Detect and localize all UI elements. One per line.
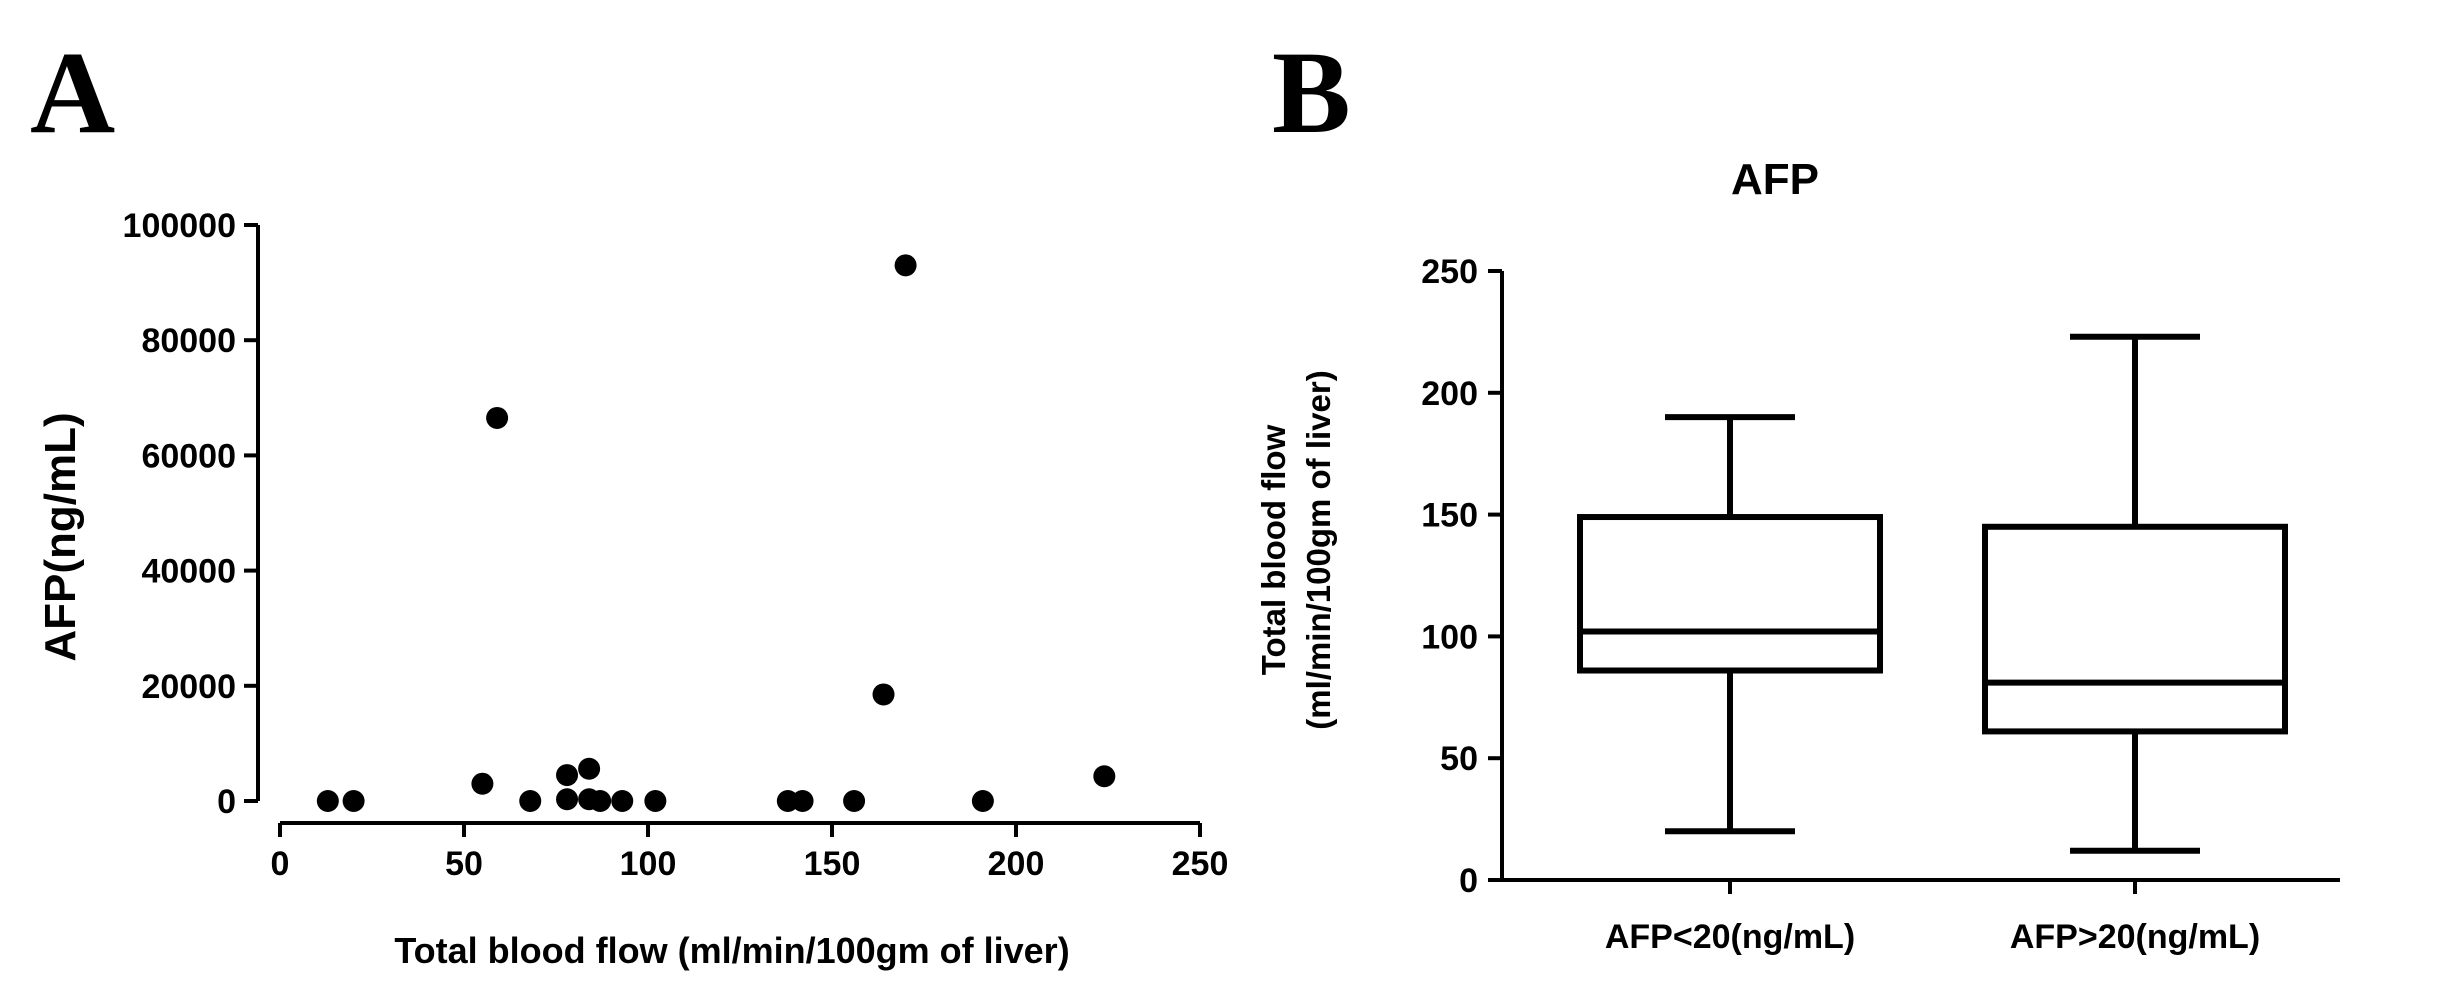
y-tick-label: 200	[1421, 375, 1478, 413]
y-tick-label: 0	[1459, 862, 1478, 900]
scatter-point	[578, 757, 601, 780]
box-2	[1982, 333, 2288, 854]
x-category-label: AFP<20(ng/mL)	[1605, 918, 1855, 956]
scatter-point	[971, 790, 994, 812]
scatter-point	[316, 790, 339, 812]
box-chart: AFP 0 50 100 150 200 250 AFP<20(ng/mL) AFP>20(…	[1255, 155, 2340, 956]
y-tick-label: 100000	[123, 207, 236, 245]
y-tick-label: 0	[217, 783, 236, 821]
scatter-point	[611, 790, 634, 812]
y-axis-label-line1: Total blood flow	[1255, 424, 1292, 675]
scatter-point	[556, 788, 579, 811]
y-tick-label: 20000	[141, 668, 236, 706]
scatter-point	[342, 790, 365, 812]
y-tick-label: 60000	[141, 437, 236, 475]
x-tick-label: 150	[804, 845, 861, 883]
panel-letter-a: A	[30, 27, 115, 158]
y-tick-label: 100	[1421, 618, 1478, 656]
y-axis-label: AFP(ng/mL)	[36, 412, 85, 661]
box-1	[1577, 414, 1883, 835]
y-tick-label: 50	[1440, 740, 1478, 778]
iqr-box	[1577, 514, 1883, 674]
chart-title: AFP	[1731, 155, 1819, 204]
x-tick-label: 100	[620, 845, 677, 883]
scatter-point	[894, 254, 917, 277]
x-tick-label: 50	[445, 845, 483, 883]
y-tick-label: 250	[1421, 253, 1478, 291]
y-tick-label: 150	[1421, 497, 1478, 535]
iqr-box	[1982, 523, 2288, 735]
y-tick-label: 40000	[141, 553, 236, 591]
y-axis-label-line2: (ml/min/100gm of liver)	[1300, 370, 1337, 729]
scatter-point	[791, 790, 814, 812]
panel-letter-b: B	[1272, 27, 1351, 158]
scatter-point	[556, 764, 579, 787]
scatter-chart: 0 20000 40000 60000 80000 100000 0 50 100 150 200…	[36, 207, 1228, 971]
scatter-point	[1093, 765, 1116, 788]
scatter-point	[471, 772, 494, 795]
x-tick-label: 250	[1172, 845, 1229, 883]
scatter-point	[872, 683, 895, 706]
scatter-point	[644, 790, 667, 812]
y-tick-label: 80000	[141, 322, 236, 360]
x-tick-label: 0	[271, 845, 290, 883]
scatter-point	[519, 790, 542, 812]
scatter-point	[486, 406, 509, 429]
scatter-point	[589, 790, 612, 812]
scatter-point	[843, 790, 866, 812]
x-tick-label: 200	[988, 845, 1045, 883]
x-category-label: AFP>20(ng/mL)	[2010, 918, 2260, 956]
x-axis-label: Total blood flow (ml/min/100gm of liver)	[394, 930, 1069, 971]
